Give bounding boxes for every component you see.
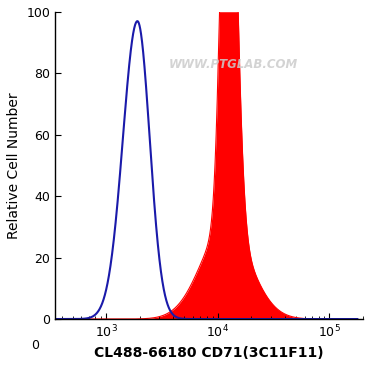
Y-axis label: Relative Cell Number: Relative Cell Number [7, 92, 21, 239]
Text: 0: 0 [31, 339, 39, 352]
Text: WWW.PTGLAB.COM: WWW.PTGLAB.COM [169, 58, 298, 71]
X-axis label: CL488-66180 CD71(3C11F11): CL488-66180 CD71(3C11F11) [94, 346, 324, 360]
